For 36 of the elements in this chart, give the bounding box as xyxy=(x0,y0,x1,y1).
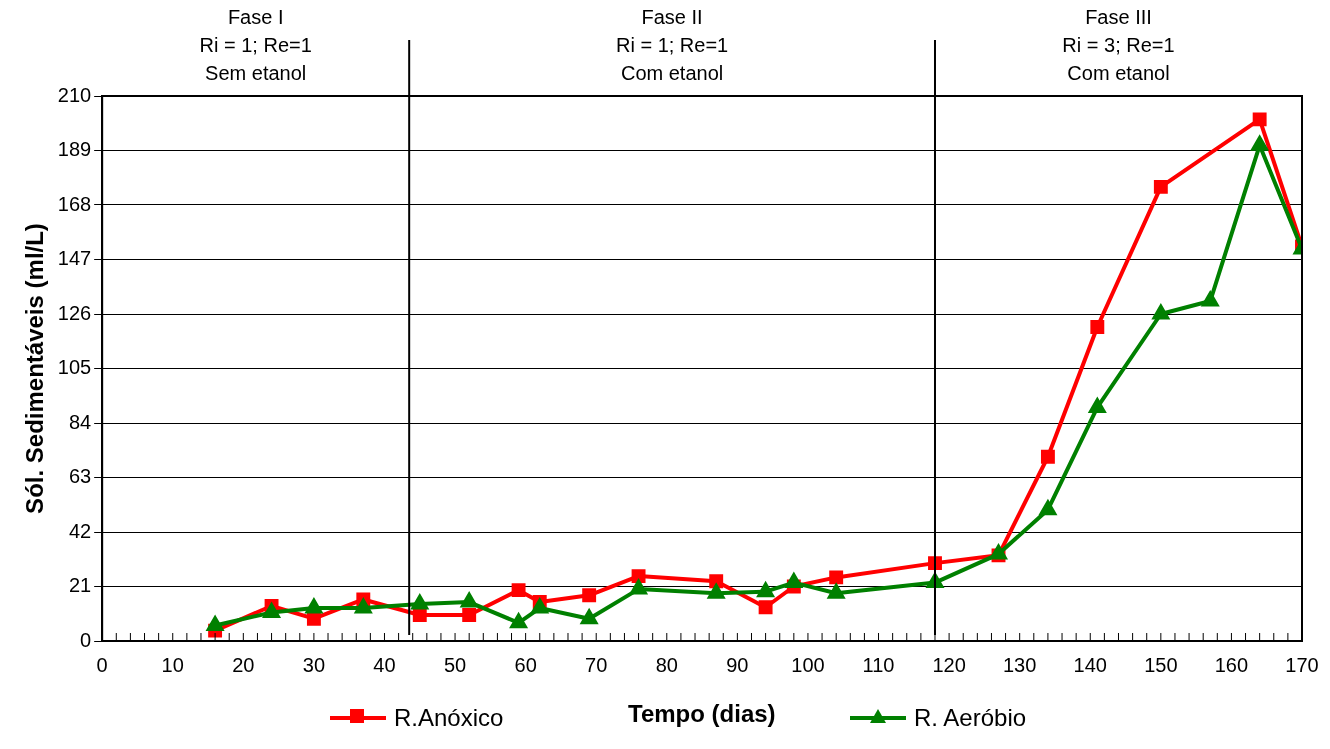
text: Fase III Ri = 3; Re=1 Com etanol xyxy=(1062,5,1175,84)
y-tick-label: 105 xyxy=(57,356,92,379)
x-axis-title: Tempo (dias) xyxy=(628,700,776,728)
x-tick-label: 20 xyxy=(232,653,255,676)
x-tick-label: 130 xyxy=(1003,653,1037,676)
x-tick-label: 150 xyxy=(1144,653,1178,676)
y-tick-label: 168 xyxy=(57,192,92,215)
x-tick-label: 170 xyxy=(1285,653,1319,676)
y-axis-title: Sól. Sedimentáveis (ml/L) xyxy=(21,223,49,514)
legend-label: R.Anóxico xyxy=(394,704,504,732)
text: Fase II Ri = 1; Re=1 Com etanol xyxy=(615,5,729,84)
x-tick-label: 90 xyxy=(726,653,749,676)
y-tick-label: 189 xyxy=(57,138,92,161)
legend-label: R. Aeróbio xyxy=(914,704,1027,732)
x-tick-label: 110 xyxy=(862,653,895,676)
x-tick-label: 120 xyxy=(932,653,966,676)
y-tick-label: 42 xyxy=(68,519,92,542)
x-tick-label: 80 xyxy=(655,653,678,676)
x-tick-label: 70 xyxy=(585,653,608,676)
x-tick-label: 160 xyxy=(1214,653,1249,676)
x-tick-label: 60 xyxy=(514,653,537,676)
text: Fase I Ri = 1; Re=1 Sem etanol xyxy=(199,5,312,84)
x-tick-label: 40 xyxy=(373,653,396,676)
x-tick-label: 0 xyxy=(96,653,108,676)
y-tick-label: 0 xyxy=(80,628,92,651)
y-tick-label: 63 xyxy=(68,465,92,488)
y-tick-label: 84 xyxy=(68,410,92,433)
x-tick-label: 30 xyxy=(302,653,326,676)
x-tick-label: 10 xyxy=(161,653,184,676)
y-tick-label: 126 xyxy=(57,301,92,324)
y-tick-label: 147 xyxy=(57,247,92,270)
y-tick-label: 210 xyxy=(57,83,92,106)
y-tick-label: 21 xyxy=(68,574,92,597)
x-tick-label: 50 xyxy=(443,653,467,676)
x-tick-label: 140 xyxy=(1073,653,1107,676)
x-tick-label: 100 xyxy=(791,653,825,676)
